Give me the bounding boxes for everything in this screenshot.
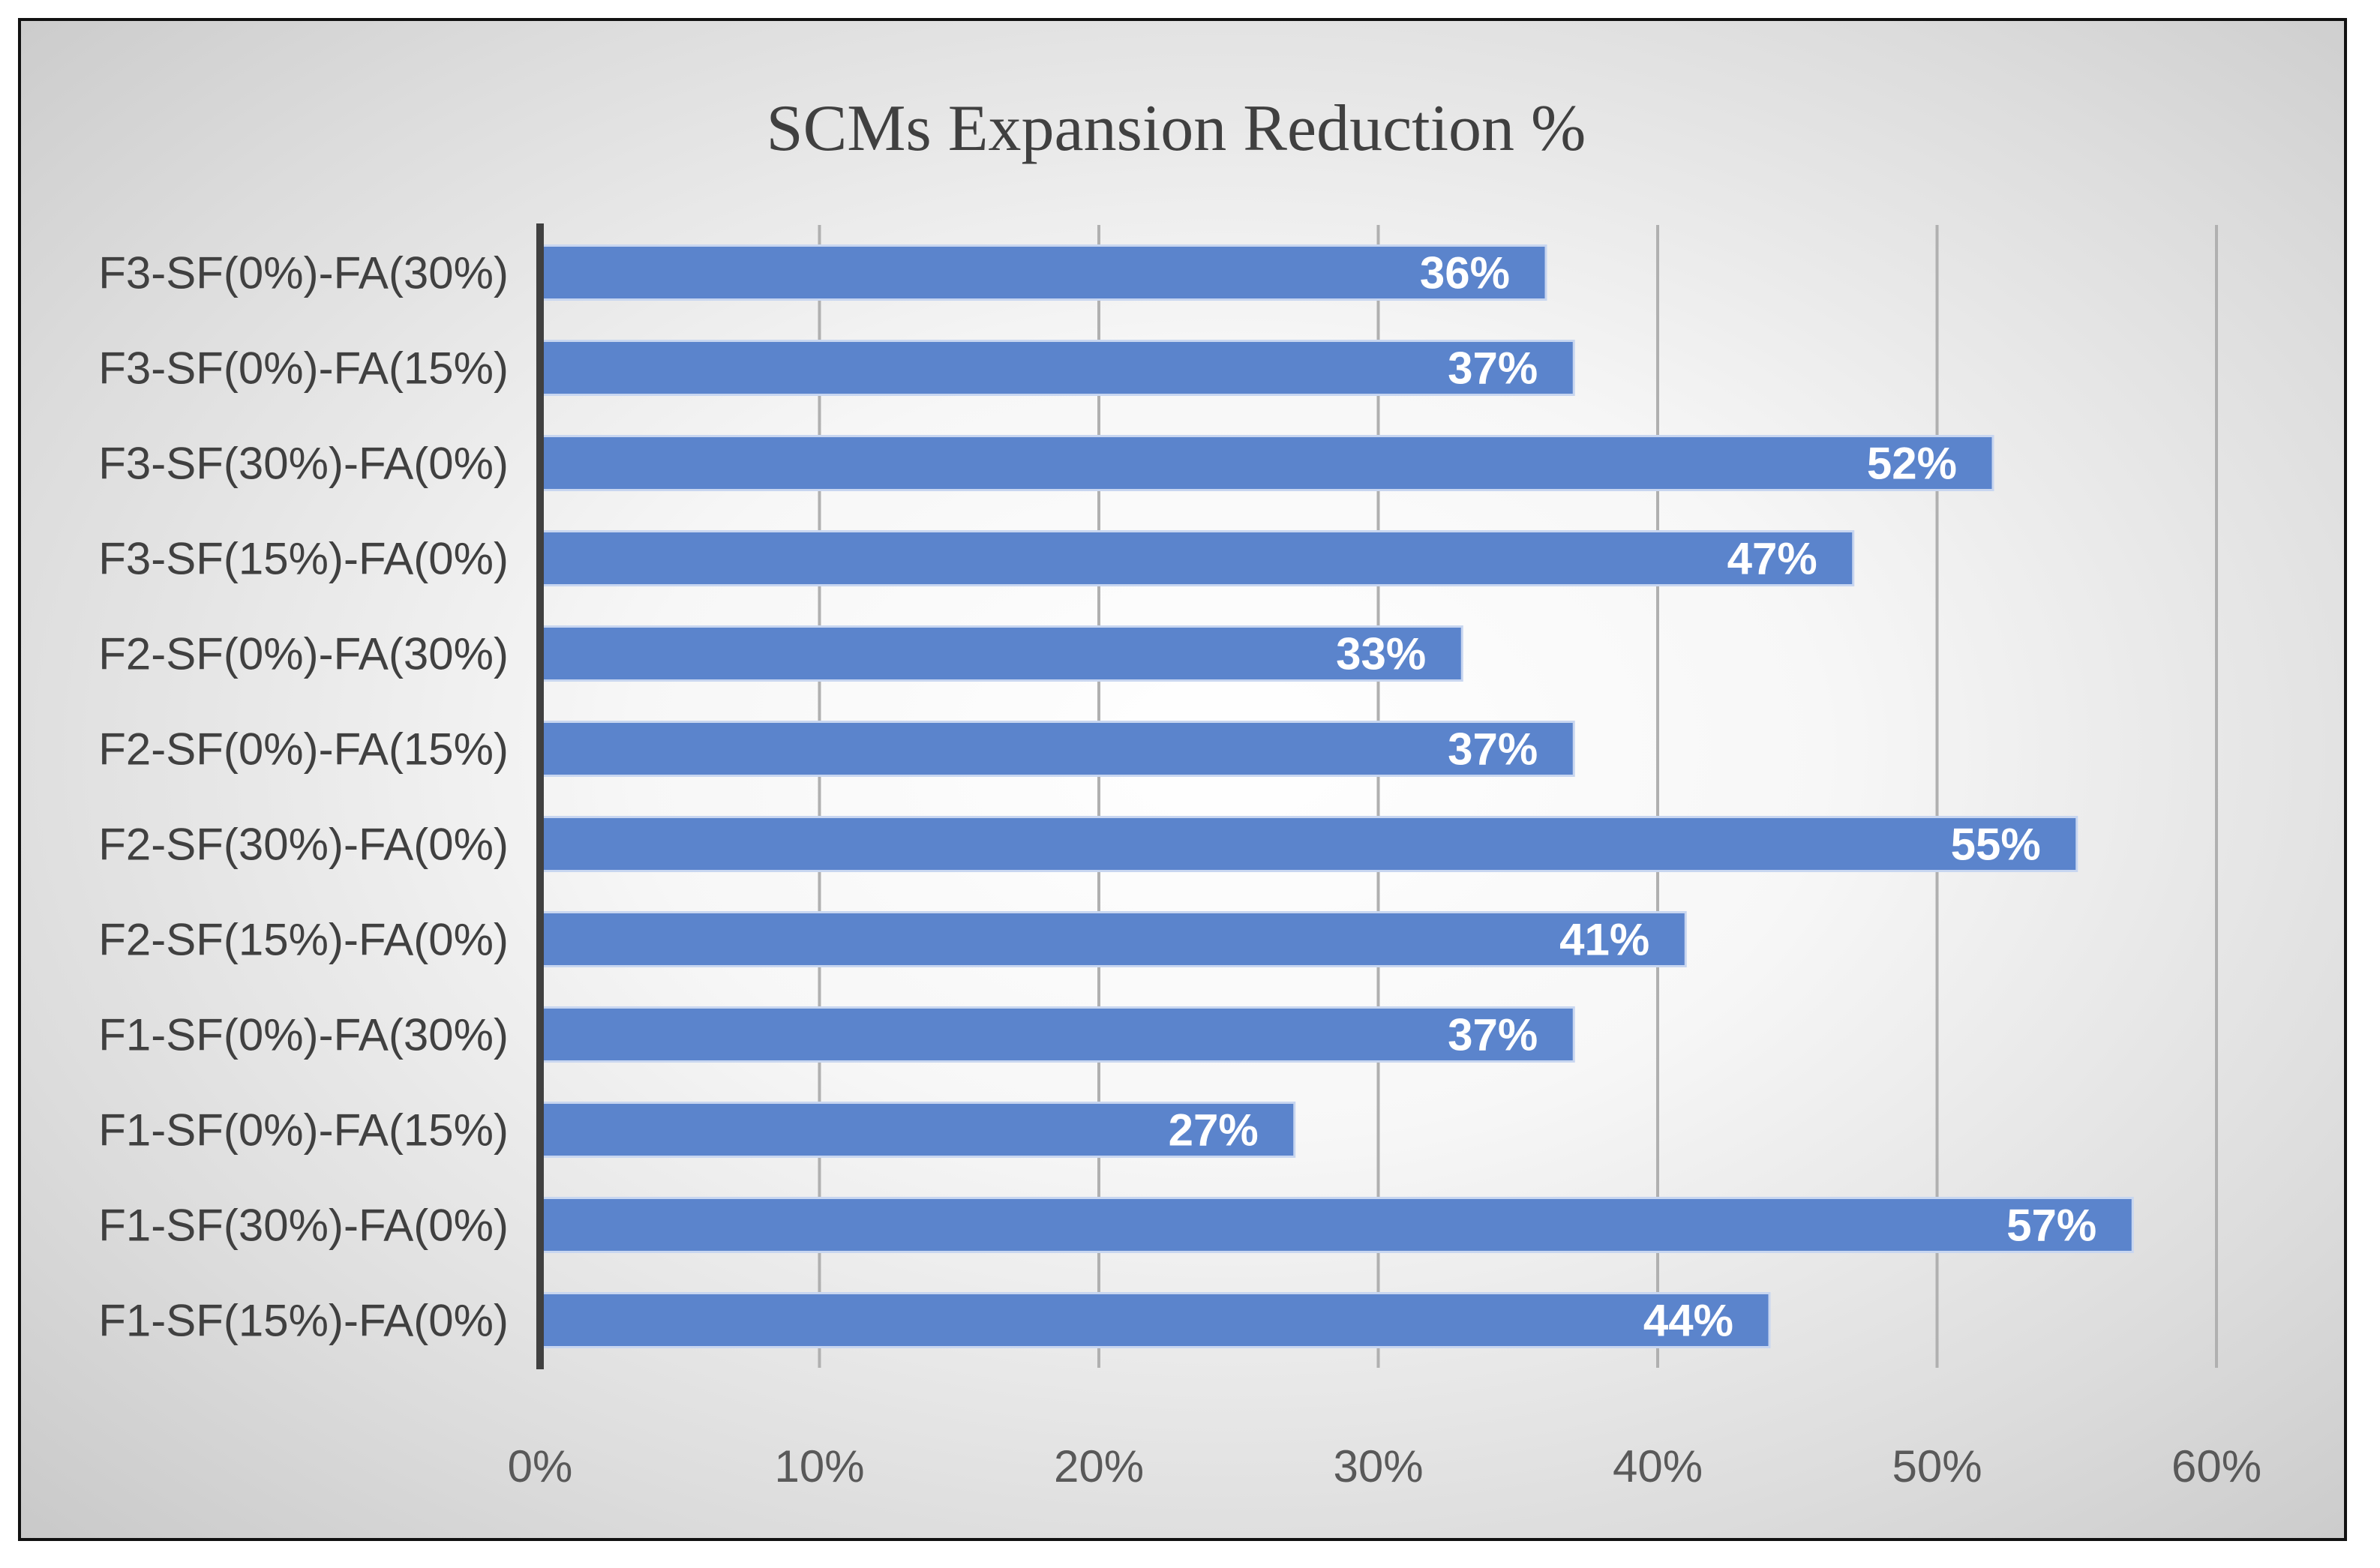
data-label: 44% bbox=[1643, 1296, 1733, 1346]
bars: 44% 57% 27% 37% 41% 55% 37% 33% 47% 52% 37% 36% bbox=[539, 244, 2134, 1348]
category-label: F2-SF(0%)-FA(15%) bbox=[98, 724, 509, 775]
category-label: F1-SF(0%)-FA(15%) bbox=[98, 1105, 509, 1156]
bar bbox=[539, 244, 1547, 301]
category-label: F3-SF(30%)-FA(0%) bbox=[98, 439, 509, 489]
bar bbox=[539, 625, 1463, 682]
category-label: F2-SF(30%)-FA(0%) bbox=[98, 820, 509, 870]
data-label: 27% bbox=[1169, 1105, 1259, 1156]
data-label: 37% bbox=[1448, 1010, 1538, 1060]
x-tick-label: 0% bbox=[508, 1441, 573, 1492]
bar bbox=[539, 911, 1687, 967]
category-label: F2-SF(15%)-FA(0%) bbox=[98, 915, 509, 965]
data-label: 52% bbox=[1867, 439, 1957, 489]
bar bbox=[539, 1197, 2134, 1253]
chart-svg: SCMs Expansion Reduction % 44%57%27%37%4… bbox=[98, 92, 2261, 1492]
category-label: F1-SF(0%)-FA(30%) bbox=[98, 1010, 509, 1060]
data-label: 36% bbox=[1420, 248, 1510, 298]
bar bbox=[539, 340, 1575, 396]
bar bbox=[539, 721, 1575, 777]
bar bbox=[539, 530, 1855, 586]
x-tick-label: 30% bbox=[1333, 1441, 1423, 1492]
x-tick-label: 50% bbox=[1892, 1441, 1982, 1492]
bar bbox=[539, 435, 1994, 491]
bar bbox=[539, 1292, 1771, 1348]
chart-title: SCMs Expansion Reduction % bbox=[767, 92, 1586, 165]
x-axis-tick-labels: 0% 10% 20% 30% 40% 50% 60% bbox=[508, 1441, 2261, 1492]
bar bbox=[539, 816, 2078, 872]
chart-frame: SCMs Expansion Reduction % 44% 57% 27% 37% 4… bbox=[18, 18, 2347, 1541]
category-label: F1-SF(15%)-FA(0%) bbox=[98, 1296, 509, 1346]
data-label: 55% bbox=[1951, 820, 2041, 870]
category-label: F1-SF(30%)-FA(0%) bbox=[98, 1201, 509, 1251]
gridlines bbox=[818, 225, 2218, 1368]
data-label: 41% bbox=[1559, 915, 1649, 965]
data-label: 57% bbox=[2006, 1201, 2096, 1251]
bar bbox=[539, 1102, 1296, 1158]
category-label: F3-SF(0%)-FA(15%) bbox=[98, 343, 509, 394]
category-label: F2-SF(0%)-FA(30%) bbox=[98, 629, 509, 679]
x-tick-label: 10% bbox=[774, 1441, 864, 1492]
x-tick-label: 60% bbox=[2171, 1441, 2261, 1492]
data-label: 37% bbox=[1448, 724, 1538, 775]
data-label: 33% bbox=[1336, 629, 1426, 679]
category-label: F3-SF(15%)-FA(0%) bbox=[98, 534, 509, 584]
data-label: 47% bbox=[1727, 534, 1817, 584]
x-tick-label: 20% bbox=[1054, 1441, 1144, 1492]
data-label: 37% bbox=[1448, 343, 1538, 394]
category-label: F3-SF(0%)-FA(30%) bbox=[98, 248, 509, 298]
x-tick-label: 40% bbox=[1613, 1441, 1703, 1492]
category-labels: F1-SF(15%)-FA(0%) F1-SF(30%)-FA(0%) F1-SF(… bbox=[98, 248, 509, 1346]
bar bbox=[539, 1006, 1575, 1063]
